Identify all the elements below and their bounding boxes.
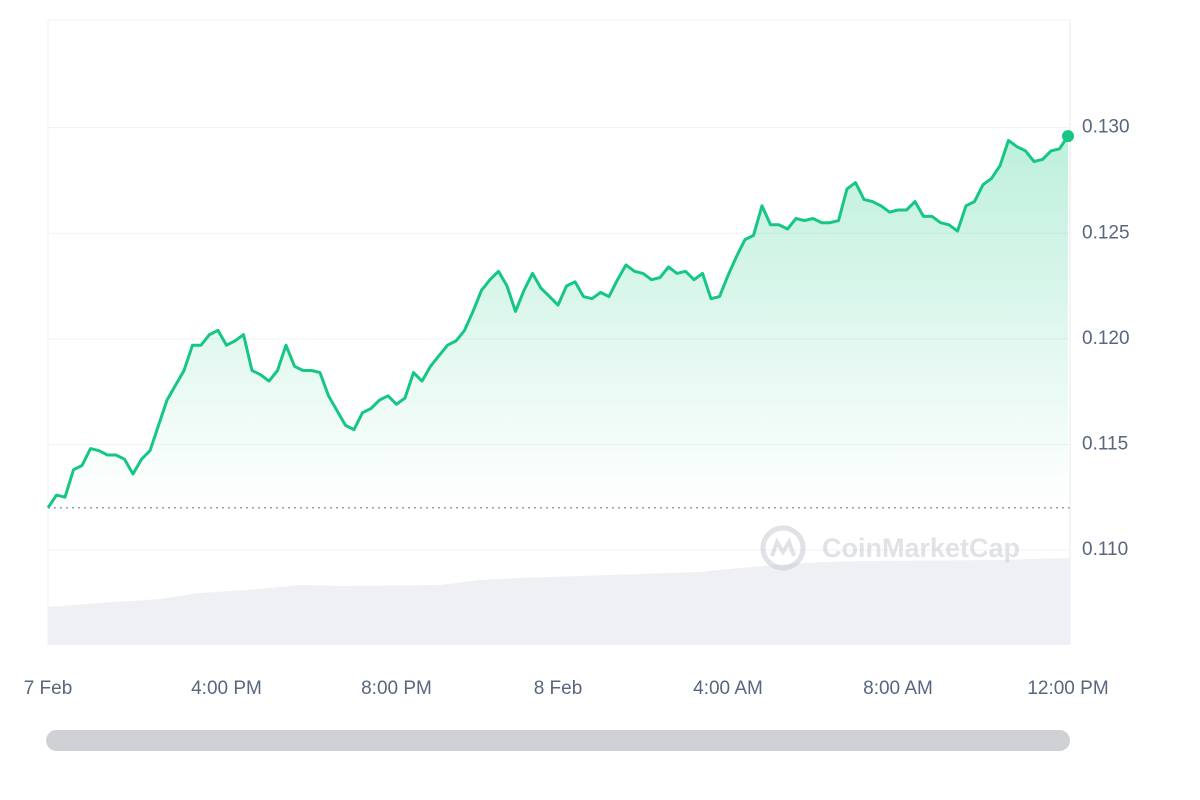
x-tick-label: 8 Feb [534,678,583,699]
y-tick-label: 0.115 [1082,433,1128,454]
x-tick-label: 8:00 AM [863,678,933,699]
watermark-text: CoinMarketCap [822,533,1020,563]
y-tick-label: 0.125 [1082,222,1130,243]
volume-bars [48,558,1070,645]
price-line [46,135,1070,509]
scrollbar[interactable] [46,730,1070,751]
x-tick-label: 12:00 PM [1027,678,1108,699]
x-tick-label: 7 Feb [24,678,73,699]
price-area [48,136,1068,508]
last-point [1062,130,1074,143]
x-tick-label: 8:00 PM [361,678,432,699]
watermark: CoinMarketCap [760,525,1020,571]
y-tick-label: 0.130 [1082,117,1130,138]
y-tick-label: 0.120 [1082,328,1130,349]
x-tick-label: 4:00 AM [693,678,763,699]
y-tick-label: 0.110 [1082,539,1128,560]
x-tick-label: 4:00 PM [191,678,262,699]
